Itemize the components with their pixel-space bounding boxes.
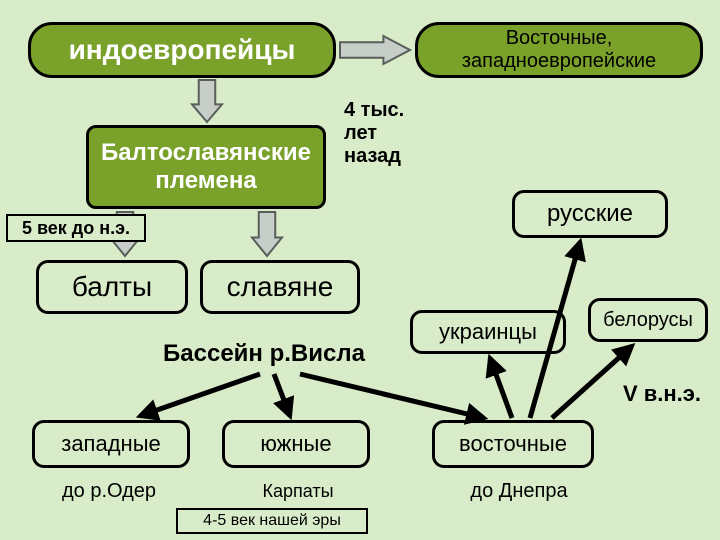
arrow-slav-to-zapad <box>140 374 260 416</box>
label-5ad: V в.н.э. <box>610 380 714 408</box>
node-zapad: западные <box>32 420 190 468</box>
node-balty: балты <box>36 260 188 314</box>
arrow-balto-to-slavyane <box>252 212 282 256</box>
arrow-slav-to-vost <box>300 374 484 418</box>
label-karpaty: Карпаты <box>228 478 368 504</box>
diagram-stage: индоевропейцы Восточные, западноевропейск… <box>0 0 720 540</box>
node-belor: белорусы <box>588 298 708 342</box>
node-ukrain: украинцы <box>410 310 566 354</box>
node-balto: Балтославянские племена <box>86 125 326 209</box>
arrow-indo-to-eastwest <box>340 36 410 64</box>
node-eastwest: Восточные, западноевропейские <box>415 22 703 78</box>
label-oder: до р.Одер <box>34 478 184 504</box>
label-4k: 4 тыс. лет назад <box>344 96 440 170</box>
node-yuzh: южные <box>222 420 370 468</box>
label-vistula: Бассейн р.Висла <box>144 338 384 370</box>
label-5bc: 5 век до н.э. <box>6 214 146 242</box>
node-vost: восточные <box>432 420 594 468</box>
node-slavyane: славяне <box>200 260 360 314</box>
arrow-slav-to-yuzh <box>274 374 290 416</box>
node-russians: русские <box>512 190 668 238</box>
label-45ad: 4-5 век нашей эры <box>176 508 368 534</box>
arrow-vost-to-ukr <box>490 358 512 418</box>
node-indo: индоевропейцы <box>28 22 336 78</box>
label-dnepr: до Днепра <box>444 478 594 504</box>
arrow-indo-to-balto <box>192 80 222 122</box>
